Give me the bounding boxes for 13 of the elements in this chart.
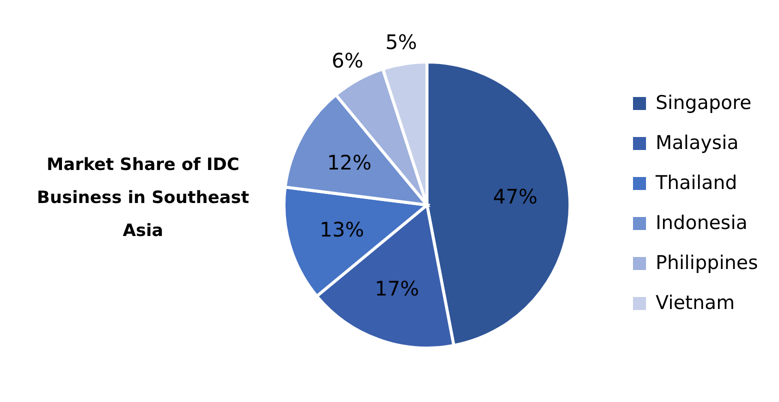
- legend-label: Vietnam: [656, 291, 735, 316]
- data-label: 5%: [385, 30, 418, 54]
- legend-label: Philippines: [656, 251, 758, 276]
- data-label: 17%: [374, 276, 420, 300]
- legend-label: Indonesia: [656, 211, 748, 236]
- legend-label: Thailand: [656, 171, 738, 196]
- data-label: 13%: [320, 218, 364, 242]
- legend-label: Malaysia: [656, 131, 739, 156]
- data-label: 47%: [493, 184, 538, 209]
- data-label: 12%: [327, 150, 372, 174]
- data-label: 6%: [332, 48, 364, 72]
- legend-label: Singapore: [656, 91, 752, 116]
- text: Market Share of IDC Business in Southeast Asia: [36, 154, 250, 242]
